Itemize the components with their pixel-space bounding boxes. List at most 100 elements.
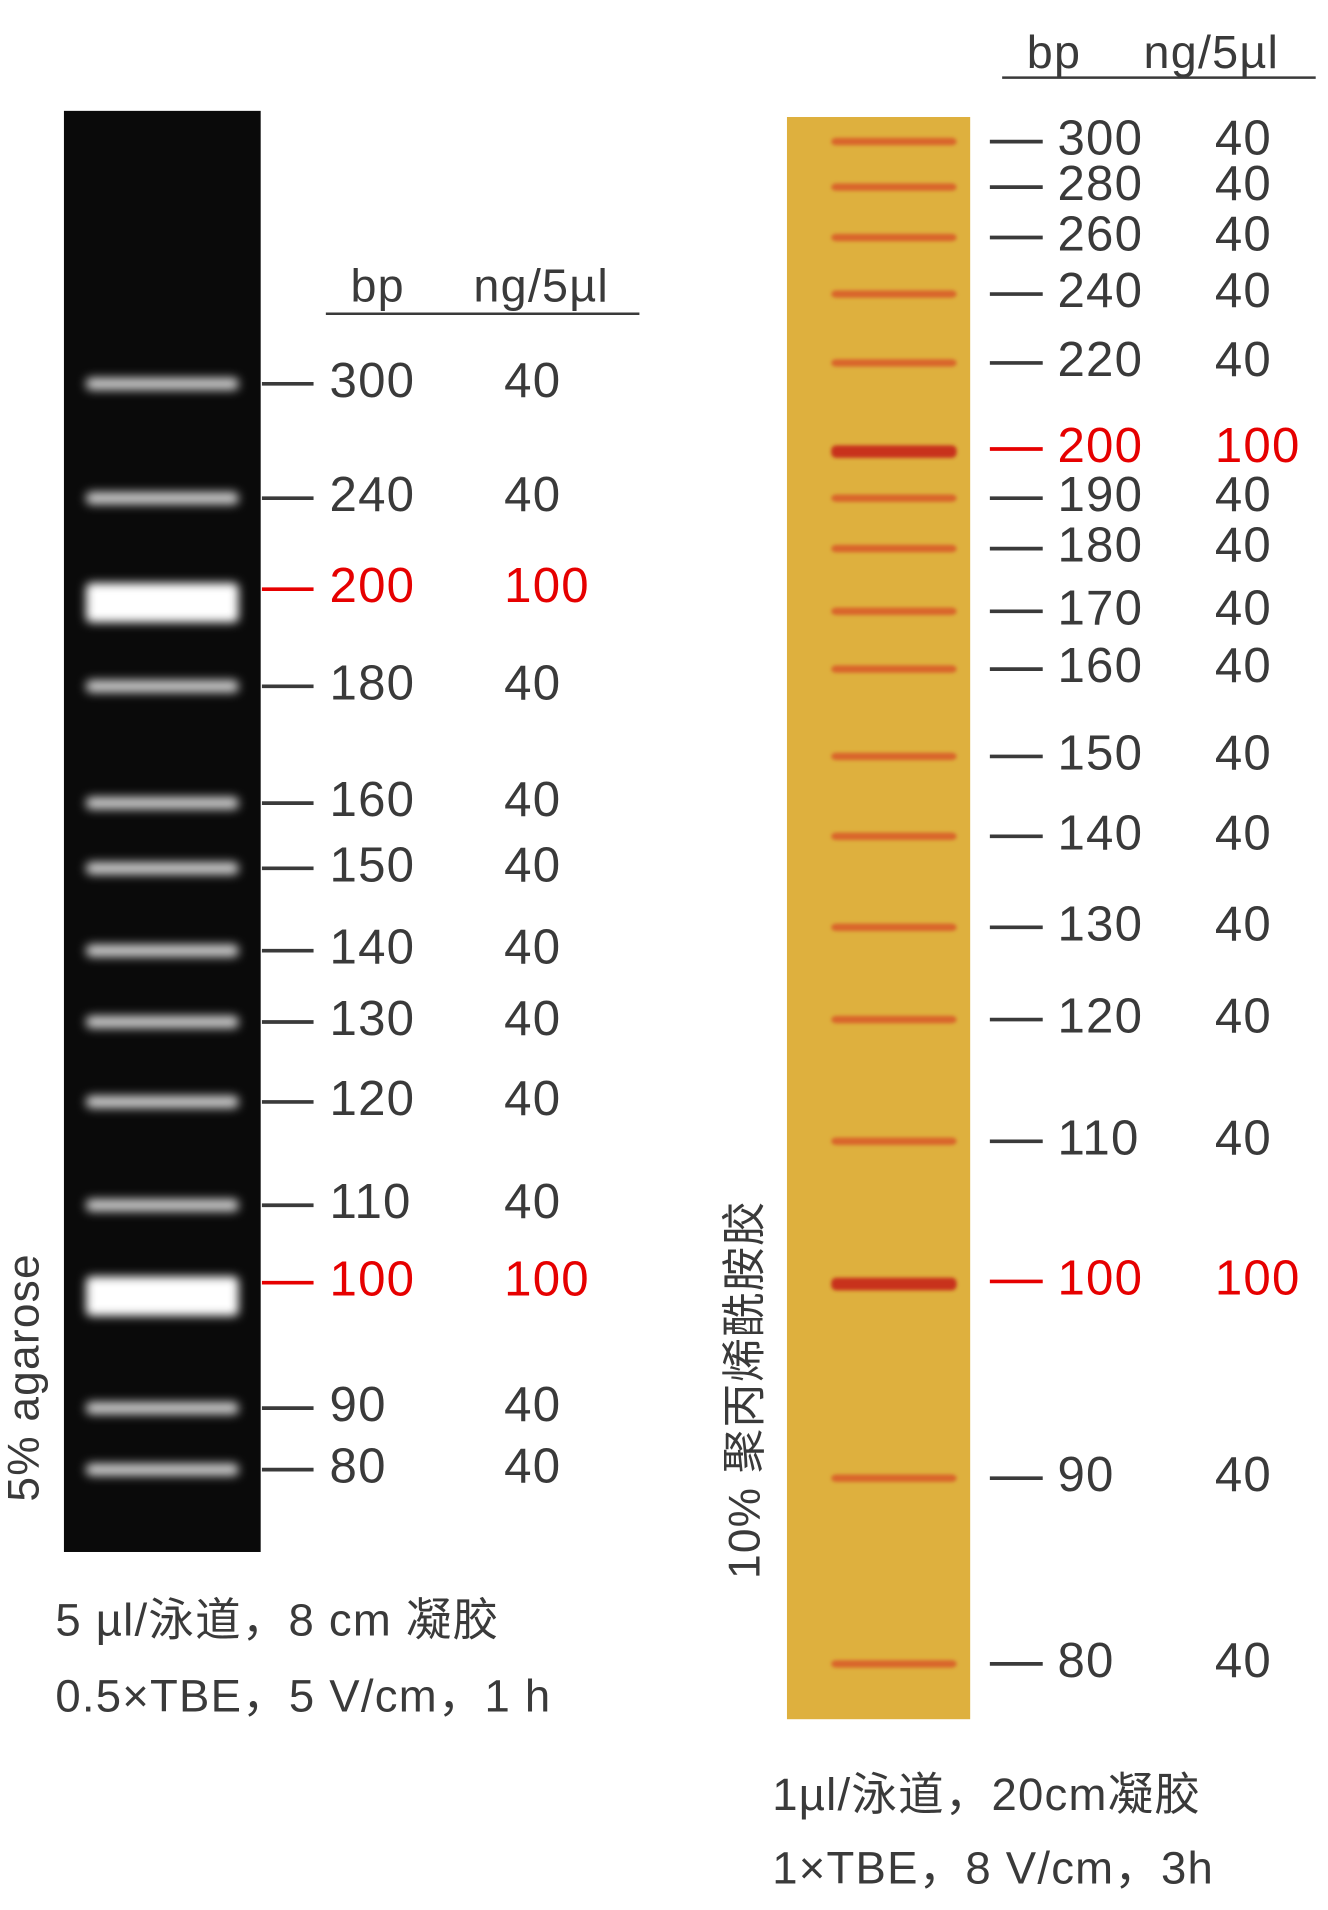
ng-label: 40 <box>1215 1447 1272 1502</box>
bp-label: 90 <box>330 1377 387 1432</box>
bp-label: 170 <box>1057 580 1143 635</box>
band <box>86 1015 239 1029</box>
ng-label: 40 <box>504 920 561 975</box>
band <box>831 445 957 458</box>
ng-label: 40 <box>1215 805 1272 860</box>
bp-label: 120 <box>330 1071 416 1126</box>
band <box>86 492 239 505</box>
ng-label: 40 <box>1215 989 1272 1044</box>
ng-label: 40 <box>1215 1633 1272 1688</box>
gel-label: 10% 聚丙烯酰胺胶 <box>720 1200 769 1579</box>
band <box>86 796 239 810</box>
band <box>86 1199 239 1212</box>
bp-label: 80 <box>1057 1633 1114 1688</box>
band <box>86 862 239 875</box>
ng-label: 40 <box>504 1377 561 1432</box>
ng-label: 40 <box>1215 638 1272 693</box>
ng-label: 40 <box>504 837 561 892</box>
bp-label: 90 <box>1057 1447 1114 1502</box>
bp-label: 140 <box>330 920 416 975</box>
bp-label: 150 <box>1057 725 1143 780</box>
bp-label: 180 <box>1057 518 1143 573</box>
bp-label: 180 <box>330 655 416 710</box>
bp-label: 100 <box>1057 1250 1143 1305</box>
bp-label: 130 <box>330 991 416 1046</box>
band <box>86 1401 239 1415</box>
band <box>831 290 957 298</box>
band <box>831 832 957 841</box>
band <box>831 494 957 502</box>
bp-label: 200 <box>1057 418 1143 473</box>
ng-label: 40 <box>1215 206 1272 261</box>
band <box>86 680 239 693</box>
ng-label: 40 <box>1215 518 1272 573</box>
caption: 1µl/泳道，20cm凝胶 <box>772 1769 1201 1820</box>
band <box>86 377 239 390</box>
band <box>86 1095 239 1109</box>
ng-label: 40 <box>1215 896 1272 951</box>
bp-label: 100 <box>330 1252 416 1307</box>
band <box>831 233 957 242</box>
band <box>831 607 957 616</box>
ng-label: 100 <box>504 558 590 613</box>
header-bp: bp <box>1027 26 1081 78</box>
band <box>831 1660 957 1668</box>
ng-label: 100 <box>504 1252 590 1307</box>
ng-label: 40 <box>504 1071 561 1126</box>
ng-label: 40 <box>1215 725 1272 780</box>
caption: 1×TBE，8 V/cm，3h <box>772 1843 1214 1894</box>
header-ng: ng/5µl <box>473 259 609 311</box>
band <box>831 1137 957 1145</box>
bp-label: 110 <box>1057 1110 1139 1165</box>
bp-label: 280 <box>1057 156 1143 211</box>
bp-label: 200 <box>330 558 416 613</box>
band <box>831 752 957 761</box>
bp-label: 300 <box>1057 111 1143 166</box>
band <box>831 1277 957 1291</box>
ng-label: 40 <box>504 772 561 827</box>
band <box>831 544 957 553</box>
bp-label: 110 <box>330 1174 412 1229</box>
ng-label: 40 <box>1215 467 1272 522</box>
ng-label: 40 <box>1215 1110 1272 1165</box>
ng-label: 100 <box>1215 418 1301 473</box>
bp-label: 160 <box>1057 638 1143 693</box>
ng-label: 40 <box>1215 156 1272 211</box>
band <box>86 1463 239 1476</box>
ng-label: 40 <box>504 1439 561 1494</box>
band <box>831 923 957 932</box>
ng-label: 40 <box>1215 111 1272 166</box>
bp-label: 240 <box>330 467 416 522</box>
bp-label: 150 <box>330 837 416 892</box>
ng-label: 40 <box>1215 332 1272 387</box>
header-bp: bp <box>350 259 404 311</box>
caption: 5 µl/泳道，8 cm 凝胶 <box>55 1594 499 1645</box>
bp-label: 160 <box>330 772 416 827</box>
agarose-gel <box>63 110 261 1552</box>
ng-label: 40 <box>1215 263 1272 318</box>
bp-label: 260 <box>1057 206 1143 261</box>
bp-label: 220 <box>1057 332 1143 387</box>
bp-label: 130 <box>1057 896 1143 951</box>
bp-label: 190 <box>1057 467 1143 522</box>
band <box>86 1276 239 1316</box>
band <box>831 359 957 367</box>
polyacrylamide-gel <box>786 117 971 1720</box>
band <box>86 944 239 957</box>
band <box>831 665 957 673</box>
ng-label: 40 <box>504 353 561 408</box>
ng-label: 40 <box>504 991 561 1046</box>
bp-label: 120 <box>1057 989 1143 1044</box>
band <box>831 137 957 146</box>
bp-label: 80 <box>330 1439 387 1494</box>
caption: 0.5×TBE，5 V/cm，1 h <box>55 1671 551 1722</box>
ng-label: 40 <box>504 467 561 522</box>
band <box>831 1015 957 1024</box>
band <box>831 1474 957 1482</box>
bp-label: 300 <box>330 353 416 408</box>
ng-label: 40 <box>1215 580 1272 635</box>
band <box>831 183 957 191</box>
bp-label: 240 <box>1057 263 1143 318</box>
